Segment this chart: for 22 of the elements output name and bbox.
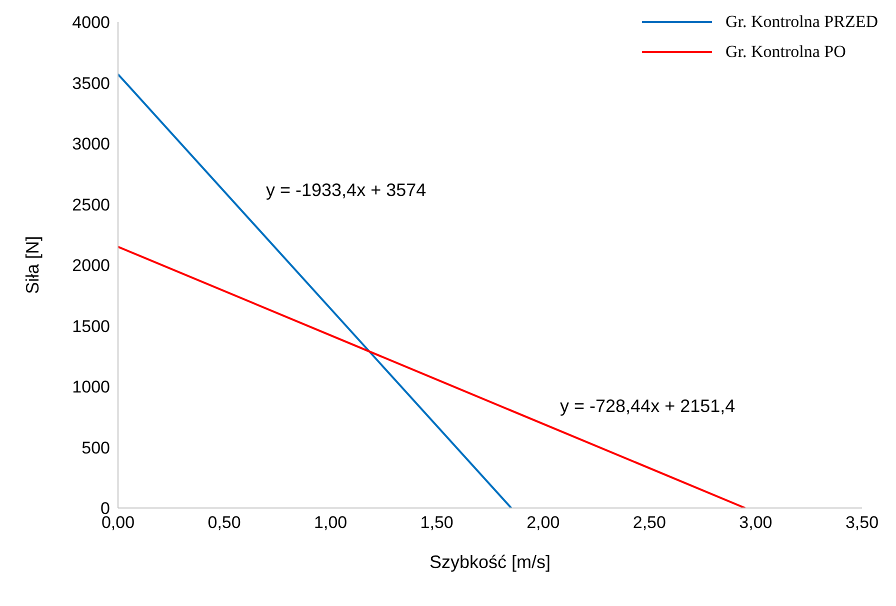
annotation: y = -1933,4x + 3574 [266,180,426,201]
x-tick-label: 1,50 [420,513,454,532]
y-tick-label: 1000 [72,378,110,397]
y-tick-label: 1500 [72,316,110,336]
x-tick-label: 1,00 [314,513,348,532]
y-tick-label: 4000 [72,13,110,32]
legend-label: Gr. Kontrolna PO [725,42,846,62]
y-tick-label: 3000 [72,134,110,154]
y-axis-title: Siła [N] [22,236,42,294]
x-tick-label: 2,50 [632,513,666,532]
x-tick-label: 3,50 [845,513,879,532]
x-axis-title: Szybkość [m/s] [429,552,551,572]
x-tick-label: 3,00 [739,513,772,532]
annotation: y = -728,44x + 2151,4 [560,396,736,417]
x-tick-label: 0,00 [101,513,135,532]
y-tick-label: 2500 [72,195,110,214]
x-tick-label: 0,50 [208,513,241,532]
y-tick-label: 3500 [72,74,110,93]
x-tick-label: 2,00 [526,513,560,532]
y-tick-label: 500 [82,438,110,458]
y-tick-label: 2000 [72,256,110,276]
legend-label: Gr. Kontrolna PRZED [725,12,878,32]
